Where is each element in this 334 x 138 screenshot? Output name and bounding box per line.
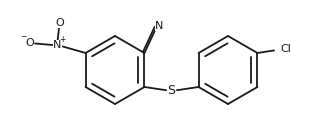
Text: S: S xyxy=(167,84,175,98)
Text: N: N xyxy=(155,21,163,31)
Text: Cl: Cl xyxy=(280,44,291,54)
Text: +: + xyxy=(59,35,66,44)
Text: −: − xyxy=(20,33,27,42)
Text: O: O xyxy=(55,18,64,28)
Text: O: O xyxy=(25,38,34,48)
Text: N: N xyxy=(53,40,62,50)
